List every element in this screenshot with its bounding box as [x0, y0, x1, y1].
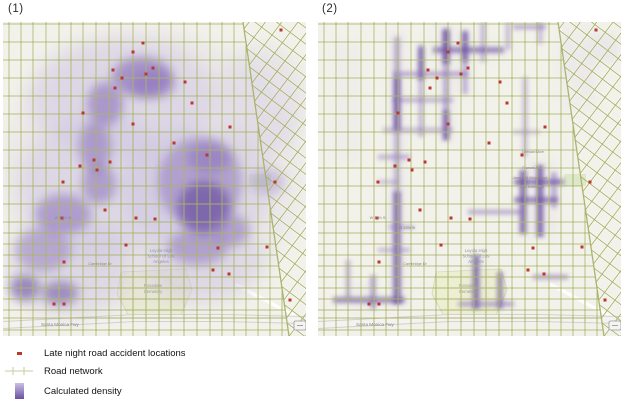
- svg-text:W 15th St: W 15th St: [370, 216, 388, 220]
- svg-text:Cemetery: Cemetery: [144, 289, 163, 294]
- accident-point-marker: [0, 351, 38, 355]
- svg-text:Rosedale: Rosedale: [459, 283, 478, 288]
- svg-text:Angeles: Angeles: [153, 259, 169, 264]
- legend-item-road-network: Road network: [0, 362, 320, 380]
- legend-label-density: Calculated density: [44, 385, 122, 397]
- panel-2-label: (2): [322, 3, 338, 15]
- svg-text:Angeles: Angeles: [468, 259, 484, 264]
- svg-text:Santa Monica Fwy: Santa Monica Fwy: [356, 322, 394, 327]
- legend: Late night road accident locations Road …: [0, 344, 320, 402]
- svg-text:Santa Monica Fwy: Santa Monica Fwy: [41, 322, 79, 327]
- svg-text:Rosedale: Rosedale: [144, 283, 163, 288]
- svg-text:James M Wood Blvd: James M Wood Blvd: [513, 176, 548, 180]
- legend-label-road-network: Road network: [44, 365, 103, 377]
- svg-text:W 15th St: W 15th St: [55, 216, 73, 220]
- svg-text:San Marino St: San Marino St: [520, 185, 545, 189]
- svg-text:Francis Ave: Francis Ave: [522, 166, 542, 170]
- svg-text:School Of Los: School Of Los: [463, 254, 490, 259]
- panel-1-label: (1): [8, 3, 24, 15]
- svg-text:W 12th St: W 12th St: [399, 226, 417, 230]
- svg-text:Cemetery: Cemetery: [459, 289, 478, 294]
- svg-text:Loyola High: Loyola High: [150, 248, 173, 253]
- svg-text:Leeward Ave: Leeward Ave: [522, 150, 544, 154]
- svg-text:School Of Los: School Of Los: [148, 254, 175, 259]
- legend-item-density: Calculated density: [0, 380, 320, 402]
- svg-text:Cambridge Dr: Cambridge Dr: [88, 262, 112, 266]
- density-gradient-swatch: [0, 383, 38, 399]
- svg-text:Loyola High: Loyola High: [465, 248, 488, 253]
- legend-label-accidents: Late night road accident locations: [44, 347, 186, 359]
- road-network-symbol: [0, 365, 38, 377]
- legend-item-accidents: Late night road accident locations: [0, 344, 320, 362]
- svg-text:Cambridge Dr: Cambridge Dr: [403, 262, 427, 266]
